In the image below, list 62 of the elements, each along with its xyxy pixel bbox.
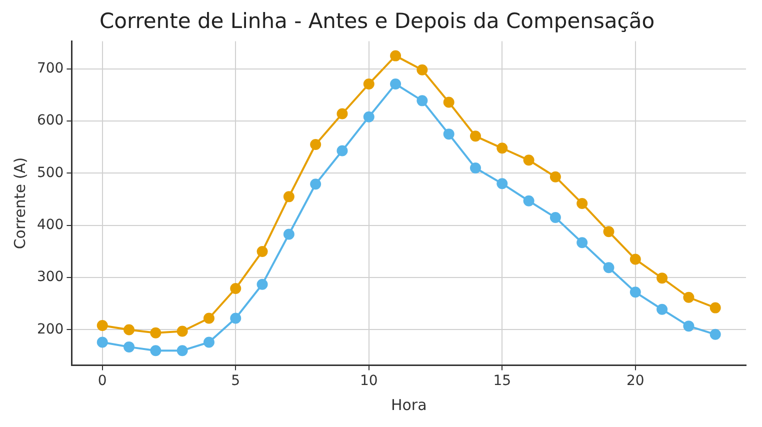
point	[683, 320, 694, 332]
point	[416, 64, 428, 76]
point	[390, 50, 402, 62]
point	[683, 292, 694, 303]
point	[230, 312, 242, 324]
point	[416, 95, 428, 106]
point	[203, 312, 214, 324]
point	[470, 162, 481, 174]
point	[256, 278, 268, 290]
point	[496, 178, 508, 190]
point	[576, 237, 588, 248]
x-tick-label: 20	[626, 373, 644, 390]
point	[630, 286, 641, 298]
y-tick-label: 200	[36, 321, 64, 338]
point	[96, 336, 108, 348]
point	[176, 326, 188, 337]
point	[656, 304, 668, 315]
point	[710, 302, 721, 314]
point	[336, 145, 348, 156]
y-tick-label: 700	[36, 60, 64, 76]
point	[710, 328, 721, 340]
y-tick-label: 600	[36, 112, 64, 129]
point	[630, 254, 641, 265]
point	[496, 142, 508, 154]
point	[310, 178, 322, 190]
point	[576, 198, 588, 209]
point	[96, 320, 108, 332]
y-tick-label: 400	[36, 217, 64, 234]
y-axis-title: Corrente (A)	[10, 157, 29, 250]
point	[176, 345, 188, 356]
point	[523, 195, 534, 206]
point	[230, 283, 242, 294]
x-tick-label: 5	[231, 373, 240, 390]
x-tick-label: 10	[360, 373, 378, 390]
point	[443, 128, 454, 140]
point	[363, 111, 374, 122]
x-axis-title: Hora	[390, 396, 427, 414]
x-tick-label: 0	[98, 373, 107, 390]
point	[550, 171, 561, 182]
point	[523, 154, 534, 166]
point	[150, 327, 162, 338]
point	[283, 191, 294, 202]
point	[203, 336, 214, 348]
point	[470, 130, 481, 142]
y-tick-label: 300	[36, 269, 64, 286]
point	[656, 272, 668, 284]
point	[443, 96, 454, 108]
point	[603, 226, 614, 238]
point	[124, 341, 135, 352]
point	[336, 108, 348, 120]
y-tick-label: 500	[36, 164, 64, 181]
point	[310, 139, 322, 150]
point	[363, 78, 374, 90]
chart-title: Corrente de Linha - Antes e Depois da Compensação	[99, 9, 655, 34]
point	[256, 246, 268, 257]
point	[124, 324, 135, 336]
point	[150, 345, 162, 356]
x-tick-label: 15	[493, 373, 512, 390]
point	[550, 212, 561, 224]
point	[390, 78, 402, 90]
point	[603, 262, 614, 274]
point	[283, 228, 294, 240]
